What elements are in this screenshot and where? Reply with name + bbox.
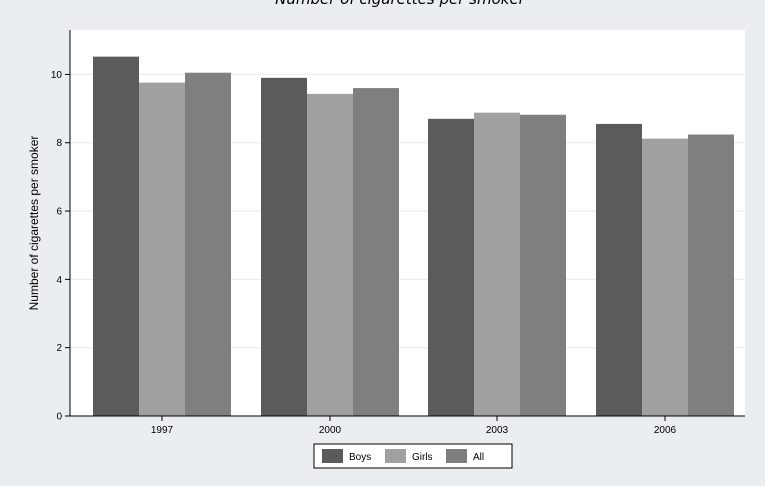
- y-tick-label-2: 4: [56, 275, 62, 286]
- y-tick-label-5: 10: [51, 70, 63, 81]
- bar-all-2000: [353, 88, 399, 416]
- x-tick-label-2006: 2006: [654, 425, 677, 436]
- bar-girls-2003: [474, 112, 520, 416]
- legend-box: [313, 443, 513, 469]
- bar-girls-1997: [139, 82, 185, 416]
- bar-boys-1997: [93, 56, 139, 416]
- axes: [69, 30, 745, 417]
- legend-swatch-girls: [385, 449, 406, 463]
- chart-title-group: Number of cigarettes per smoker: [275, 0, 526, 8]
- legend-label-boys: Boys: [349, 452, 371, 463]
- y-tick-label-4: 8: [56, 138, 62, 149]
- x-tick-label-2000: 2000: [319, 425, 342, 436]
- chart-title: Number of cigarettes per smoker: [275, 0, 526, 8]
- x-axis-ticks: 1997 2000 2003 2006: [151, 416, 677, 436]
- y-axis-label: Number of cigarettes per smoker: [27, 136, 41, 311]
- y-axis-ticks: 0 2 4 6 8 10: [51, 70, 70, 423]
- bar-boys-2006: [596, 123, 642, 416]
- bars: [93, 56, 734, 417]
- x-tick-label-2003: 2003: [486, 425, 509, 436]
- bar-girls-2000: [307, 93, 353, 417]
- y-tick-label-1: 2: [56, 343, 62, 354]
- legend-swatch-boys: [322, 449, 343, 463]
- legend: Boys Girls All: [313, 443, 513, 469]
- bar-boys-2000: [261, 77, 307, 417]
- bar-girls-2006: [642, 138, 688, 417]
- legend-label-all: All: [473, 452, 484, 463]
- bar-all-2003: [520, 114, 566, 417]
- bar-all-2006: [688, 134, 734, 416]
- y-tick-label-3: 6: [56, 207, 62, 218]
- y-tick-label-0: 0: [56, 412, 62, 423]
- bar-all-1997: [185, 72, 231, 417]
- x-tick-label-1997: 1997: [151, 425, 174, 436]
- bar-boys-2003: [428, 118, 474, 417]
- legend-label-girls: Girls: [412, 452, 433, 463]
- legend-swatch-all: [446, 449, 467, 463]
